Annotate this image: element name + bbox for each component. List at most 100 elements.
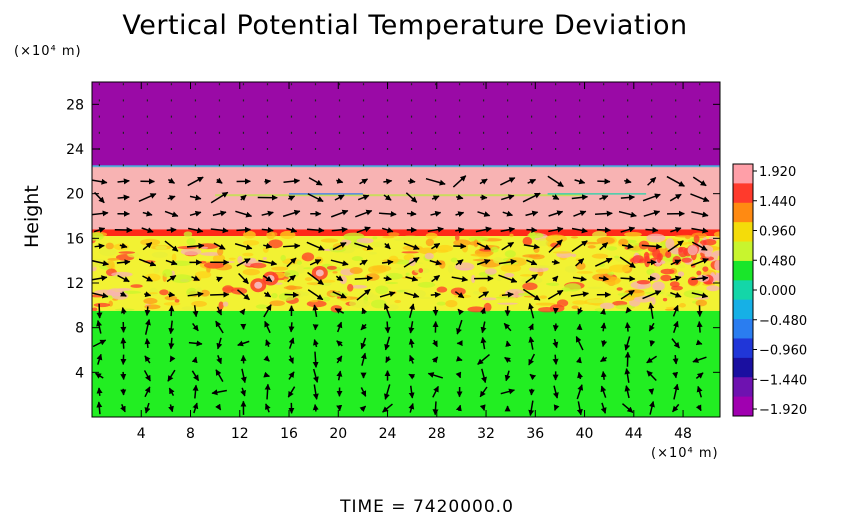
wind-vector [600,322,607,332]
x-tick-label: 16 [280,426,298,442]
field-patch [504,273,515,278]
colorbar-label: 1.920 [759,165,796,180]
wind-vector [312,384,319,400]
wind-vector [504,370,511,382]
wind-vector [455,371,462,379]
field-patch [665,250,672,259]
wind-vector [551,259,560,266]
field-patch [271,266,289,271]
wind-vector [548,210,564,217]
field-patch [425,232,438,239]
wind-vector [526,259,538,266]
wind-vector [384,321,391,334]
wind-vector [528,302,535,319]
wind-vector [646,355,658,364]
x-tick-label: 12 [231,426,249,442]
wind-vector [666,175,685,187]
wind-vector [283,242,301,249]
wind-vector [552,338,559,349]
colorbar-label: 0.960 [759,225,796,240]
wind-vector [691,241,708,251]
wind-vector [215,369,224,382]
wind-vector [142,242,153,251]
field-patch [677,271,685,277]
wind-vector [528,400,535,417]
wind-vector [263,291,272,298]
wind-vector [168,305,175,317]
wind-vector [528,336,535,350]
field-patch [322,296,331,302]
wind-vector [330,259,349,267]
wind-vector [405,275,419,282]
wind-vector [336,321,343,333]
wind-vector [552,354,559,365]
wind-vector [332,290,347,299]
field-patch [576,270,593,274]
field-patch [473,239,479,248]
field-patch [563,283,581,292]
field-patch [343,232,365,241]
field-patch [424,252,434,260]
wind-vector [138,193,157,203]
field-patch [634,295,654,303]
wind-vector [187,227,204,234]
wind-vector [455,404,462,412]
field-patch [349,267,363,275]
field-patch [522,282,538,291]
wind-vector [547,289,564,300]
wind-vector [168,404,174,413]
wind-vector [691,211,709,218]
field-patch [92,232,104,241]
wind-vector [642,193,661,202]
y-axis: 4 8 12 16 20 24 28 [66,97,720,381]
wind-vector [672,304,679,317]
field-patch [269,300,285,307]
wind-vector [120,404,126,413]
colorbar-swatch [733,260,753,281]
wind-vector [143,370,151,382]
field-patch [614,255,620,259]
wind-vector [403,242,420,250]
wind-vector [357,194,370,201]
field-patch [212,254,226,264]
wind-vector [475,226,492,233]
wind-vector [288,337,295,349]
wind-vector [600,370,607,380]
wind-vector [360,387,367,397]
wind-vector [690,258,709,267]
wind-vector [477,211,491,217]
field-patch [171,253,177,262]
colorbar-swatch [733,222,753,243]
wind-vector [649,400,655,415]
field-patch [266,231,275,240]
wind-vector [648,322,655,332]
wind-vector [309,259,322,266]
wind-vector [480,307,486,315]
wind-vector [360,337,367,350]
wind-vector [144,355,151,364]
wind-vector [354,275,373,282]
wind-vector [670,275,682,282]
wind-vector [601,340,608,348]
wind-vector [695,372,704,380]
field-patch [693,235,700,243]
wind-vector [504,356,511,364]
wind-vector [282,209,301,218]
wind-vector [168,291,176,298]
wind-vector [168,387,175,396]
wind-vector [480,336,487,350]
field-patch [405,272,410,276]
wind-vector [645,227,659,234]
wind-vector [236,258,251,267]
wind-vector [191,356,198,364]
field-patch [283,278,288,282]
colorbar-swatch [733,396,753,417]
wind-vector [164,210,179,218]
colorbar-label: −0.480 [759,314,807,329]
wind-vector [695,404,702,412]
field-patch [396,289,406,293]
field-patch [191,300,207,307]
wind-vector [288,195,296,202]
field-patch [481,297,497,301]
